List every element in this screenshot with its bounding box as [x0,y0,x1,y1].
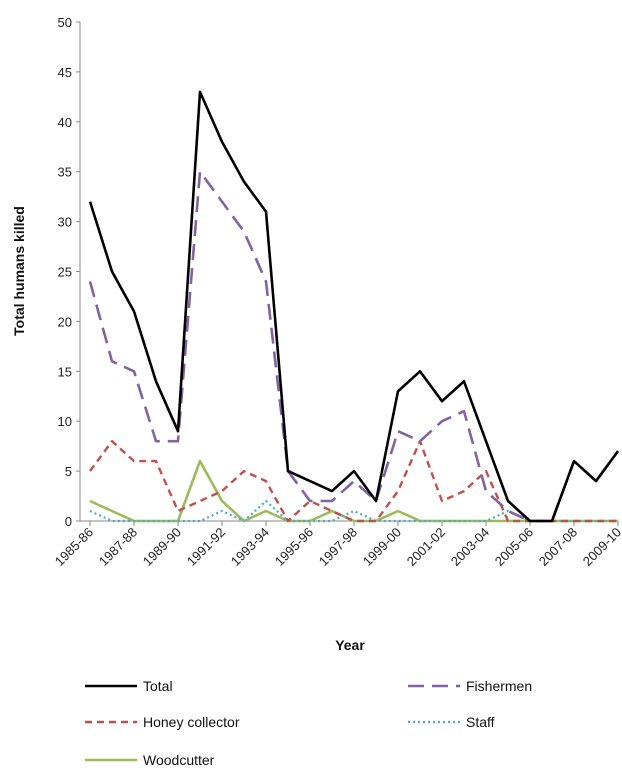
x-tick-label: 1997-98 [316,525,360,569]
x-tick-label: 2007-08 [536,525,580,569]
y-tick-label: 15 [58,364,72,379]
y-tick-label: 20 [58,314,72,329]
y-axis-title: Total humans killed [11,206,27,336]
x-tick-label: 1987-88 [96,525,140,569]
x-tick-label: 1985-86 [52,525,96,569]
legend-label: Total [143,678,173,694]
plot-area: 0 5 10 15 20 25 30 35 40 45 50 1985-86 1987-88 1989-… [52,15,622,569]
y-tick-label: 25 [58,265,72,280]
legend-label: Staff [466,714,495,730]
y-tick-label: 5 [65,464,72,479]
legend-label: Woodcutter [143,752,215,768]
x-tick-label: 1989-90 [140,525,184,569]
legend-label: Fishermen [466,678,532,694]
x-tick-label: 1995-96 [272,525,316,569]
y-tick-label: 10 [58,414,72,429]
y-tick-label: 35 [58,165,72,180]
legend-item-honey-collector: Honey collector [85,714,240,730]
legend-item-total: Total [85,678,173,694]
x-tick-label: 2001-02 [404,525,448,569]
legend-item-fishermen: Fishermen [408,678,532,694]
y-tick-label: 50 [58,15,72,30]
x-tick-label: 1999-00 [360,525,404,569]
x-tick-labels: 1985-86 1987-88 1989-90 1991-92 1993-94 1995-… [52,521,622,569]
y-tick-label: 30 [58,215,72,230]
series-line-honey-collector [89,440,618,523]
x-tick-label: 2005-06 [492,525,536,569]
y-tick-labels: 0 5 10 15 20 25 30 35 40 45 50 [58,15,80,529]
x-tick-label: 2003-04 [448,525,492,569]
series-line-fishermen [88,170,620,523]
legend-label: Honey collector [143,714,240,730]
legend: Total Fishermen Honey collector Staff Woodcu… [85,678,532,768]
series-line-total [88,90,620,523]
series-lines [88,90,620,523]
legend-item-staff: Staff [408,714,495,730]
x-tick-label: 1993-94 [228,525,272,569]
y-tick-label: 45 [58,65,72,80]
y-tick-label: 40 [58,115,72,130]
x-axis-title: Year [335,637,365,653]
y-tick-label: 0 [65,514,72,529]
x-tick-label: 2009-10 [580,525,622,569]
legend-item-woodcutter: Woodcutter [85,752,215,768]
series-line-staff [89,499,618,523]
x-tick-label: 1991-92 [184,525,228,569]
